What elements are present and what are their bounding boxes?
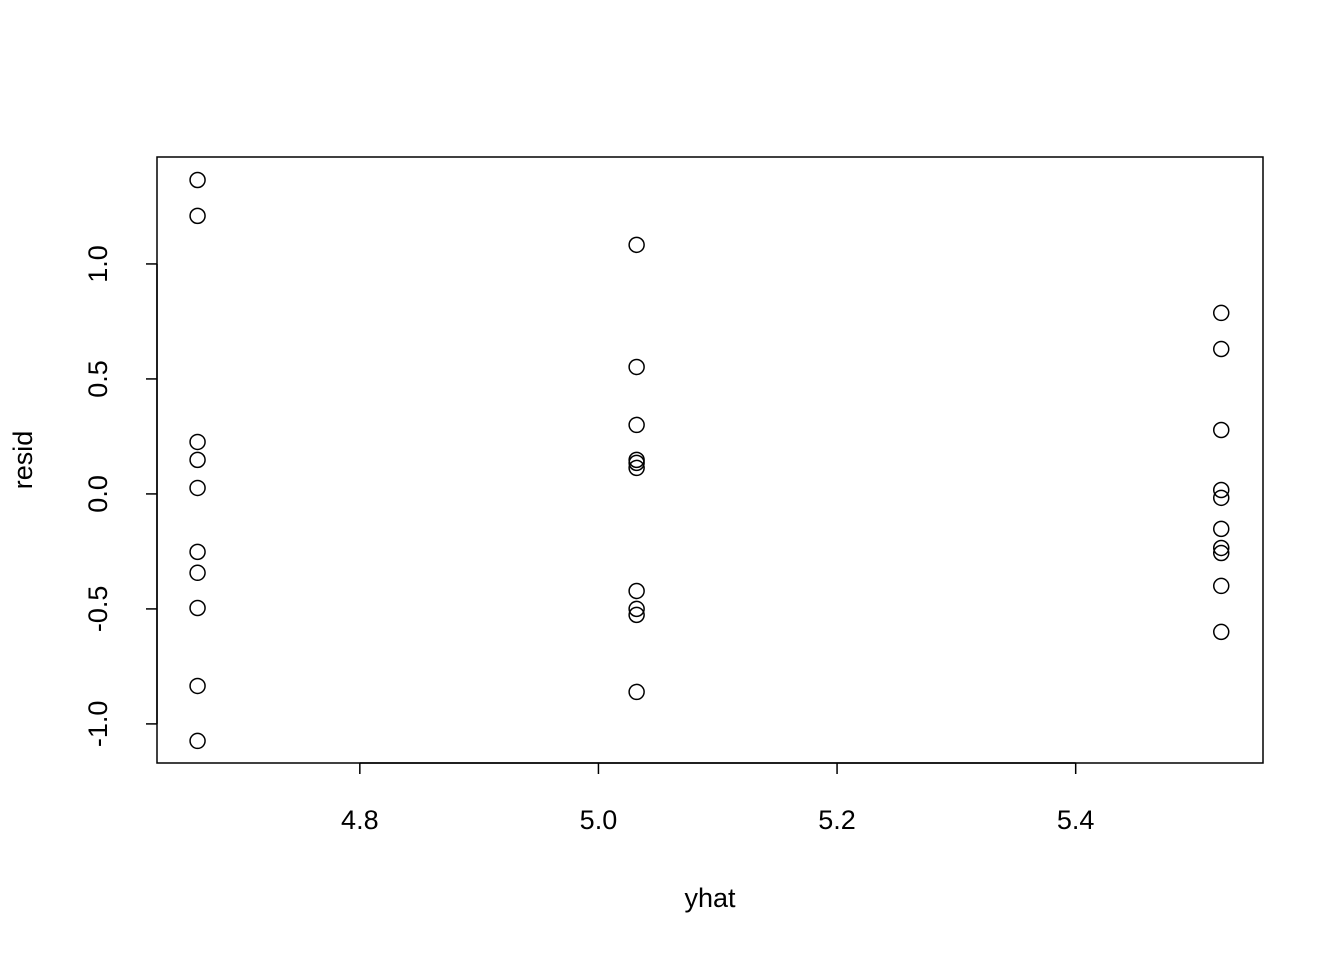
point bbox=[1212, 481, 1230, 499]
point bbox=[189, 564, 206, 582]
point bbox=[189, 171, 206, 189]
point bbox=[189, 479, 206, 497]
point bbox=[628, 582, 645, 600]
point bbox=[1212, 489, 1230, 507]
point bbox=[1212, 623, 1230, 641]
point bbox=[189, 451, 206, 469]
y-tick-label: 0.0 bbox=[83, 475, 113, 513]
point bbox=[189, 207, 206, 225]
point bbox=[628, 416, 645, 434]
point bbox=[189, 677, 206, 695]
point bbox=[189, 732, 206, 750]
point bbox=[628, 600, 645, 618]
x-axis-label: yhat bbox=[684, 883, 736, 913]
x-tick-label: 5.0 bbox=[580, 805, 618, 835]
point bbox=[1212, 421, 1230, 439]
plot-box bbox=[156, 156, 1264, 764]
y-tick-label: 0.5 bbox=[83, 360, 113, 398]
x-tick-label: 4.8 bbox=[341, 805, 379, 835]
y-axis-label: resid bbox=[8, 431, 38, 490]
point bbox=[628, 606, 645, 624]
y-tick-label: -0.5 bbox=[83, 586, 113, 633]
point bbox=[1212, 340, 1230, 358]
point bbox=[628, 236, 645, 254]
point bbox=[1212, 544, 1230, 562]
point bbox=[189, 599, 206, 617]
point bbox=[628, 459, 645, 477]
point bbox=[1212, 539, 1230, 557]
point bbox=[189, 543, 206, 561]
y-tick-label: -1.0 bbox=[83, 701, 113, 748]
x-tick-label: 5.4 bbox=[1057, 805, 1095, 835]
y-tick-label: 1.0 bbox=[83, 245, 113, 283]
point bbox=[1212, 577, 1230, 595]
point bbox=[628, 683, 645, 701]
point bbox=[628, 454, 645, 472]
point bbox=[189, 433, 206, 451]
point bbox=[1212, 520, 1230, 538]
x-tick-label: 5.2 bbox=[818, 805, 856, 835]
point bbox=[1212, 304, 1230, 322]
point bbox=[628, 358, 645, 376]
